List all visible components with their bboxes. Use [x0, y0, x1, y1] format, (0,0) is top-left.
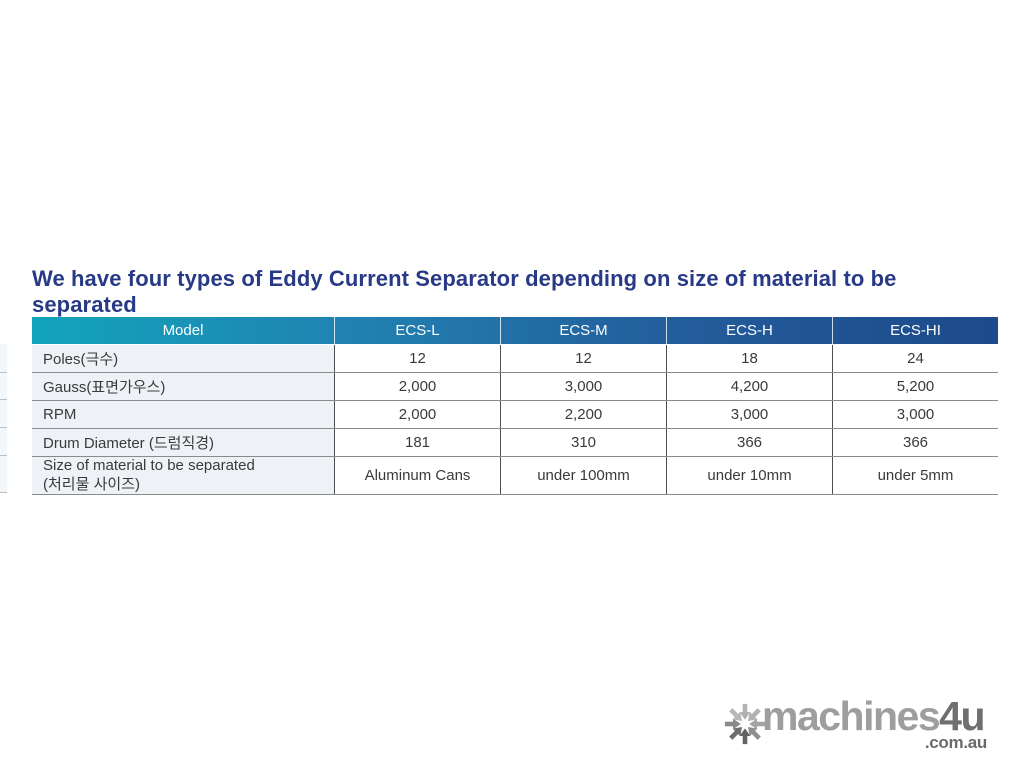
table-body: Poles(극수) 12 12 18 24 Gauss(표면가우스) 2,000… — [32, 345, 998, 495]
table-row-material-size: Size of material to be separated (처리물 사이… — [32, 457, 998, 495]
table-row-rpm: RPM 2,000 2,200 3,000 3,000 — [32, 401, 998, 429]
table-cell: 18 — [666, 345, 832, 372]
table-cell: 5,200 — [832, 373, 998, 400]
table-cell: 181 — [334, 429, 500, 456]
column-header-model: Model — [162, 322, 204, 339]
logo-wordmark: machines4u — [762, 693, 986, 740]
row-label: Gauss(표면가우스) — [32, 373, 334, 400]
table-cell: 24 — [832, 345, 998, 372]
table-cell: 12 — [500, 345, 666, 372]
column-header-ecs-h: ECS-H — [666, 317, 832, 344]
table-cell: 310 — [500, 429, 666, 456]
table-row-gauss: Gauss(표면가우스) 2,000 3,000 4,200 5,200 — [32, 373, 998, 401]
machines4u-logo: machines4u .com.au — [722, 693, 990, 754]
logo-brand-text: machines — [762, 693, 941, 739]
table-cell: 366 — [832, 429, 998, 456]
table-cell: 2,000 — [334, 401, 500, 428]
table-cell: 366 — [666, 429, 832, 456]
table-cell: 3,000 — [832, 401, 998, 428]
page-edge-artifact — [0, 344, 7, 493]
spec-table: Model ECS-L ECS-M ECS-H ECS-HI Poles(극수)… — [32, 317, 998, 495]
row-label-line1: Size of material to be separated — [43, 457, 255, 475]
page-title: We have four types of Eddy Current Separ… — [32, 266, 897, 317]
row-label: Drum Diameter (드럼직경) — [32, 429, 334, 456]
table-cell: 2,000 — [334, 373, 500, 400]
row-label-line2: (처리물 사이즈) — [43, 475, 140, 493]
row-label: Size of material to be separated (처리물 사이… — [32, 457, 334, 494]
table-row-poles: Poles(극수) 12 12 18 24 — [32, 345, 998, 373]
table-cell: under 100mm — [500, 457, 666, 494]
row-label: RPM — [32, 401, 334, 428]
row-label: Poles(극수) — [32, 345, 334, 372]
table-cell: 3,000 — [666, 401, 832, 428]
table-header-row: Model ECS-L ECS-M ECS-H ECS-HI — [32, 317, 998, 344]
logo-suffix-text: 4u — [939, 693, 985, 739]
column-header-ecs-m: ECS-M — [500, 317, 666, 344]
table-cell: under 10mm — [666, 457, 832, 494]
table-cell: 4,200 — [666, 373, 832, 400]
table-cell: 2,200 — [500, 401, 666, 428]
column-header-ecs-l: ECS-L — [334, 317, 500, 344]
table-cell: Aluminum Cans — [334, 457, 500, 494]
column-header-ecs-hi: ECS-HI — [832, 317, 998, 344]
table-row-drum-diameter: Drum Diameter (드럼직경) 181 310 366 366 — [32, 429, 998, 457]
table-cell: under 5mm — [832, 457, 998, 494]
logo-domain-text: .com.au — [924, 733, 987, 752]
table-cell: 3,000 — [500, 373, 666, 400]
table-cell: 12 — [334, 345, 500, 372]
arrows-asterisk-icon — [724, 703, 766, 745]
